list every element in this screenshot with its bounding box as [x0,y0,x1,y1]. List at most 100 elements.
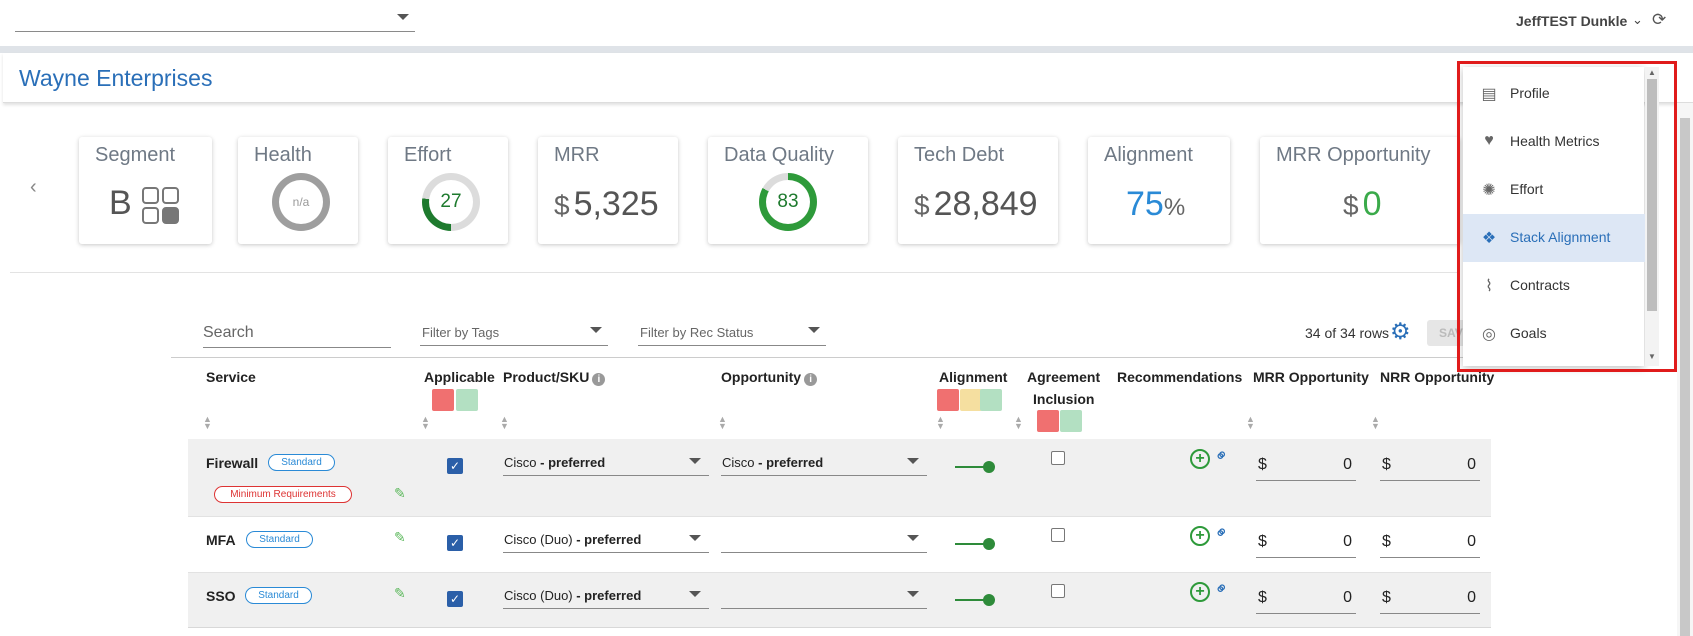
agreement-checkbox[interactable] [1051,528,1065,542]
agreement-checkbox[interactable] [1051,584,1065,598]
filter-chip-green[interactable] [456,389,478,411]
scroll-down-icon[interactable]: ▼ [1648,352,1656,361]
scroll-up-icon[interactable]: ▲ [1648,68,1656,77]
applicable-checkbox[interactable]: ✓ [447,458,463,474]
edit-icon[interactable]: ✎ [394,485,406,501]
mrr-card[interactable]: MRR $5,325 [538,137,678,244]
card-title: MRR [554,144,600,166]
save-button[interactable]: SAVE [1427,320,1469,346]
filter-chip-red[interactable] [432,389,454,411]
sort-icon[interactable]: ▲ ▼ [1246,414,1255,431]
slider-knob[interactable] [983,461,995,473]
data-quality-card[interactable]: Data Quality 83 [708,137,868,244]
header-alignment[interactable]: Alignment [939,369,1008,385]
filter-chip-green[interactable] [980,389,1002,411]
menu-item-goals[interactable]: ◎ Goals [1463,310,1645,358]
mrr-opportunity-input[interactable]: $0 [1256,584,1356,614]
header-mrr-opportunity[interactable]: MRR Opportunity [1253,369,1369,385]
sort-icon[interactable]: ▲ ▼ [421,414,430,431]
slider-knob[interactable] [983,594,995,606]
header-applicable[interactable]: Applicable [424,369,495,385]
sort-icon[interactable]: ▲ ▼ [203,414,212,431]
scrollbar-thumb[interactable] [1647,79,1657,311]
scrollbar-thumb[interactable] [1680,118,1690,636]
product-sku-select[interactable]: Cisco (Duo) - preferred [503,525,709,553]
segment-card[interactable]: Segment B [79,137,212,244]
tag-filter-placeholder: Filter by Tags [422,325,500,340]
card-title: Health [254,144,312,166]
header-agreement-inclusion-line2: Inclusion [1033,391,1095,407]
mrr-opportunity-card[interactable]: MRR Opportunity $0 [1260,137,1460,244]
standard-badge: Standard [268,454,335,471]
add-recommendation-icon[interactable]: + [1190,449,1210,469]
chevron-left-icon[interactable]: ‹ [30,176,37,198]
sort-icon[interactable]: ▲ ▼ [1371,414,1380,431]
sort-icon[interactable]: ▲ ▼ [500,414,509,431]
menu-item-contracts[interactable]: ⌇ Contracts [1463,262,1645,310]
menu-scrollbar[interactable]: ▲ ▼ [1645,67,1659,366]
alignment-card[interactable]: Alignment 75% [1088,137,1230,244]
product-name: Cisco (Duo) [504,588,573,603]
mrr-opportunity-input[interactable]: $0 [1256,451,1356,481]
opportunity-select[interactable] [721,581,927,609]
gear-icon[interactable]: ⚙ [1390,318,1411,344]
nrr-opportunity-input[interactable]: $0 [1380,584,1480,614]
add-recommendation-icon[interactable]: + [1190,526,1210,546]
nrr-opportunity-input[interactable]: $0 [1380,451,1480,481]
info-icon[interactable]: i [804,373,818,386]
segment-value: B [109,184,132,222]
header-agreement-inclusion[interactable]: Agreement [1027,369,1101,385]
mrr-amount: 0 [1343,589,1352,606]
header-product-sku[interactable]: Product/SKU i [503,369,606,386]
header-recommendations[interactable]: Recommendations [1117,369,1243,385]
sort-icon[interactable]: ▲ ▼ [1014,414,1023,431]
header-service[interactable]: Service [206,369,256,385]
rec-status-filter[interactable]: Filter by Rec Status [638,318,826,346]
header-nrr-opportunity[interactable]: NRR Opportunity [1380,369,1495,385]
info-icon[interactable]: i [592,373,606,386]
add-recommendation-icon[interactable]: + [1190,582,1210,602]
alignment-slider[interactable] [955,461,995,473]
agreement-checkbox[interactable] [1051,451,1065,465]
filter-chip-green[interactable] [1060,410,1082,432]
menu-item-health-metrics[interactable]: ♥ Health Metrics [1463,118,1645,166]
page-scrollbar[interactable] [1677,103,1693,636]
opportunity-select[interactable] [721,525,927,553]
client-selector[interactable] [15,8,415,32]
standard-badge: Standard [246,531,313,548]
alignment-slider[interactable] [955,538,995,550]
opportunity-select[interactable]: Cisco - preferred [721,448,927,476]
sort-icon[interactable]: ▲ ▼ [936,414,945,431]
alignment-value: 75 [1126,185,1164,223]
menu-item-stack-alignment[interactable]: ❖ Stack Alignment [1463,214,1645,262]
filter-chip-red[interactable] [937,389,959,411]
filter-chip-red[interactable] [1037,410,1059,432]
health-card[interactable]: Health n/a [238,137,358,244]
edit-icon[interactable]: ✎ [394,585,406,601]
tag-filter[interactable]: Filter by Tags [420,318,608,346]
currency-symbol: $ [1382,456,1391,473]
product-sku-select[interactable]: Cisco - preferred [503,448,709,476]
alignment-slider[interactable] [955,594,995,606]
filter-chip-yellow[interactable] [960,389,982,411]
mrr-opportunity-input[interactable]: $0 [1256,528,1356,558]
tech-debt-card[interactable]: Tech Debt $28,849 [898,137,1058,244]
slider-knob[interactable] [983,538,995,550]
nrr-opportunity-input[interactable]: $0 [1380,528,1480,558]
applicable-checkbox[interactable]: ✓ [447,535,463,551]
applicable-checkbox[interactable]: ✓ [447,591,463,607]
product-sku-select[interactable]: Cisco (Duo) - preferred [503,581,709,609]
chevron-down-icon [808,327,820,333]
user-menu[interactable]: JeffTEST Dunkle [1516,13,1628,29]
menu-item-profile[interactable]: ▤ Profile [1463,70,1645,118]
refresh-icon[interactable]: ⟳ [1652,10,1667,29]
header-opportunity[interactable]: Opportunity i [721,369,818,386]
search-input[interactable] [203,318,391,348]
effort-card[interactable]: Effort 27 [388,137,508,244]
edit-icon[interactable]: ✎ [394,529,406,545]
product-preferred: - preferred [572,532,642,547]
menu-item-effort[interactable]: ✺ Effort [1463,166,1645,214]
opportunity-name: Cisco [722,455,755,470]
sort-icon[interactable]: ▲ ▼ [718,414,727,431]
chevron-down-icon[interactable]: ⌄ [1632,12,1643,27]
